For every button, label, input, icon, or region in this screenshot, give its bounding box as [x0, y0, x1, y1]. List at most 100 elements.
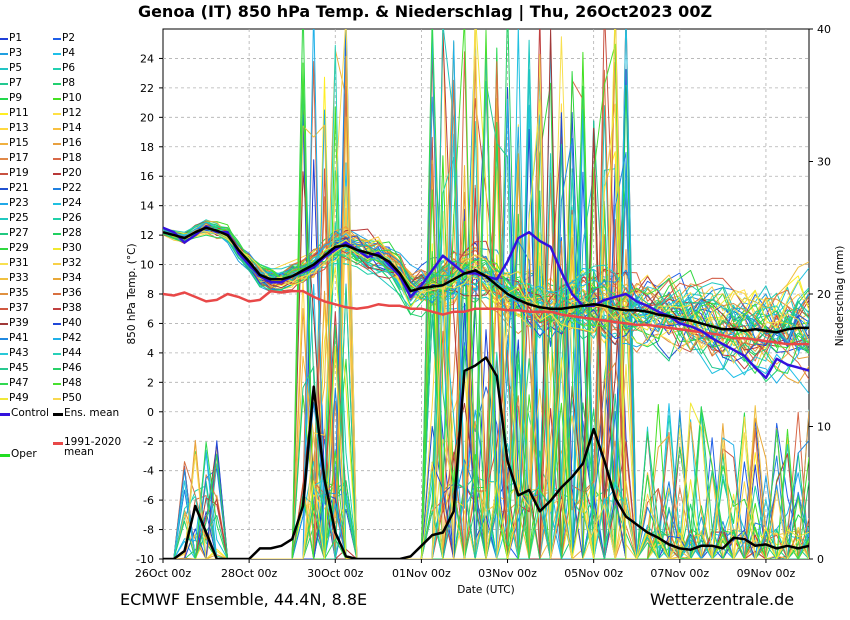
- legend-swatch: [0, 188, 8, 190]
- legend-label: P25: [9, 212, 29, 224]
- legend-swatch: [53, 113, 61, 115]
- y2-axis-label: Niederschlag (mm): [834, 246, 846, 347]
- legend-label: P50: [62, 392, 82, 404]
- legend-label: P7: [9, 77, 23, 89]
- legend-entry: P31: [0, 258, 29, 270]
- legend-label: P46: [62, 362, 82, 374]
- legend-swatch: [0, 233, 8, 235]
- member-precip-line: [163, 41, 809, 559]
- legend-entry: P20: [53, 168, 82, 180]
- legend-swatch: [0, 308, 8, 310]
- legend-swatch: [53, 158, 61, 160]
- legend-label: P11: [9, 107, 29, 119]
- legend-swatch: [0, 278, 8, 280]
- member-precip-line: [163, 171, 809, 559]
- legend-label: P2: [62, 32, 76, 44]
- legend-entry: P28: [53, 228, 82, 240]
- legend-entry: P44: [53, 348, 82, 360]
- legend-label: P6: [62, 62, 76, 74]
- legend-entry: P24: [53, 198, 82, 210]
- legend-entry: P22: [53, 183, 82, 195]
- legend-entry: P49: [0, 393, 29, 405]
- legend-entry: P9: [0, 93, 22, 105]
- legend-entry: P25: [0, 213, 29, 225]
- member-temp-line: [163, 232, 809, 353]
- y-tick-label: -8: [143, 524, 154, 537]
- legend-swatch: [53, 441, 63, 445]
- legend-label: P26: [62, 212, 82, 224]
- legend-label: P15: [9, 137, 29, 149]
- y-tick-label: -2: [143, 435, 154, 448]
- legend-entry: P19: [0, 168, 29, 180]
- ens-mean-temp-line: [163, 226, 809, 334]
- legend-entry: P37: [0, 303, 29, 315]
- y-tick-label: 8: [147, 288, 154, 301]
- legend-entry: P7: [0, 78, 22, 90]
- legend-swatch: [0, 323, 8, 325]
- ens-mean-precip-line: [163, 356, 809, 559]
- legend-label: P1: [9, 32, 23, 44]
- legend-swatch: [53, 383, 61, 385]
- legend-swatch: [53, 398, 61, 400]
- legend-label: P20: [62, 167, 82, 179]
- legend-label: P45: [9, 362, 29, 374]
- legend-entry: P2: [53, 33, 75, 45]
- legend-entry: P36: [53, 288, 82, 300]
- member-precip-line: [163, 29, 809, 559]
- y-tick-label: 6: [147, 317, 154, 330]
- legend-entry: P14: [53, 123, 82, 135]
- legend-swatch: [53, 98, 61, 100]
- legend-swatch: [0, 98, 8, 100]
- legend-label: P23: [9, 197, 29, 209]
- plot-lines: [163, 29, 809, 559]
- legend-swatch: [53, 278, 61, 280]
- legend-swatch: [0, 398, 8, 400]
- legend-label: P28: [62, 227, 82, 239]
- legend-label: P42: [62, 332, 82, 344]
- y-axis-label: 850 hPa Temp. (°C): [126, 243, 138, 344]
- legend-label: P32: [62, 257, 82, 269]
- legend-entry: P29: [0, 243, 29, 255]
- legend-swatch: [53, 83, 61, 85]
- legend-entry: P46: [53, 363, 82, 375]
- legend-entry: P47: [0, 378, 29, 390]
- y-tick-label: 22: [140, 82, 154, 95]
- x-tick-label: 05Nov 00z: [564, 567, 623, 580]
- legend-label: P49: [9, 392, 29, 404]
- y-tick-label: 0: [147, 406, 154, 419]
- member-temp-line: [163, 226, 809, 344]
- member-precip-line: [163, 44, 809, 559]
- legend-swatch: [0, 293, 8, 295]
- legend-label: P30: [62, 242, 82, 254]
- legend-label: P41: [9, 332, 29, 344]
- legend-entry: P50: [53, 393, 82, 405]
- legend-entry: P45: [0, 363, 29, 375]
- legend-entry: P5: [0, 63, 22, 75]
- y-tick-label: 2: [147, 376, 154, 389]
- legend-swatch: [0, 203, 8, 205]
- member-precip-line: [163, 58, 809, 559]
- legend-swatch: [53, 293, 61, 295]
- legend-label: P22: [62, 182, 82, 194]
- legend-label: P31: [9, 257, 29, 269]
- legend-swatch: [0, 158, 8, 160]
- y-tick-label: 14: [140, 200, 154, 213]
- legend-label: P4: [62, 47, 76, 59]
- legend-swatch: [0, 453, 10, 457]
- y-tick-label: 24: [140, 52, 154, 65]
- legend-label: P8: [62, 77, 76, 89]
- legend-entry: P10: [53, 93, 82, 105]
- y2-tick-label: 20: [817, 288, 831, 301]
- legend-swatch: [53, 128, 61, 130]
- legend-label: P47: [9, 377, 29, 389]
- legend-label: P39: [9, 317, 29, 329]
- legend-label: P13: [9, 122, 29, 134]
- legend-entry: P40: [53, 318, 82, 330]
- x-tick-label: 07Nov 00z: [650, 567, 709, 580]
- legend-entry: P27: [0, 228, 29, 240]
- legend-swatch: [0, 338, 8, 340]
- legend-label: 1991-2020 mean: [64, 436, 122, 458]
- legend-label: P17: [9, 152, 29, 164]
- y-tick-label: 4: [147, 347, 154, 360]
- member-precip-line: [163, 29, 809, 559]
